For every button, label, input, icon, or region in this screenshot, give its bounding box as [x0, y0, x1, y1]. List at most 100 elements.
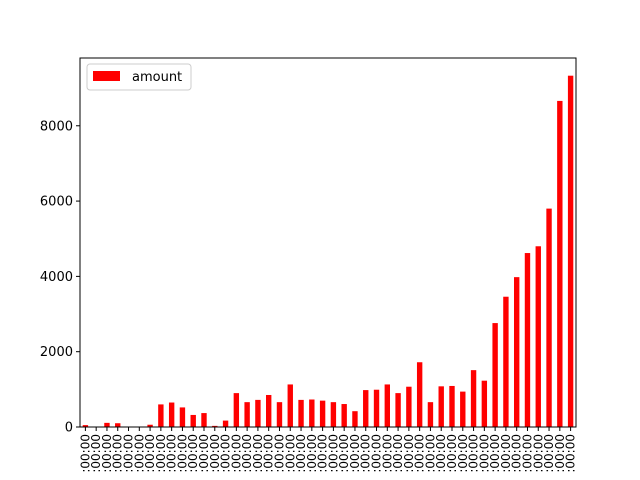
x-tick-label: :00:00 [305, 434, 319, 473]
x-tick-label: :00:00 [78, 434, 92, 473]
bar [460, 391, 466, 427]
bar [557, 100, 563, 428]
x-tick-label: :00:00 [100, 434, 114, 473]
bars [82, 75, 574, 428]
x-tick-label: :00:00 [391, 434, 405, 473]
x-tick-label: :00:00 [262, 434, 276, 473]
x-tick-label: :00:00 [531, 434, 545, 473]
x-tick-label: :00:00 [488, 434, 502, 473]
y-tick-label: 8000 [40, 119, 73, 134]
bar [201, 413, 207, 427]
x-tick-label: :00:00 [175, 434, 189, 473]
bar [158, 404, 164, 427]
bar [427, 402, 434, 427]
x-tick-label: :00:00 [348, 434, 362, 473]
x-tick-label: :00:00 [467, 434, 481, 473]
bar [524, 253, 531, 427]
x-tick-label: :00:00 [542, 434, 556, 473]
bar [438, 386, 444, 427]
bar [276, 402, 283, 427]
x-tick-label: :00:00 [165, 434, 179, 473]
x-tick-label: :00:00 [510, 434, 524, 473]
bar [384, 384, 390, 427]
x-tick-label: :00:00 [359, 434, 373, 473]
bar [82, 425, 89, 427]
x-tick-label: :00:00 [143, 434, 157, 473]
x-tick-label: :00:00 [240, 434, 254, 473]
x-tick-label: :00:00 [337, 434, 351, 473]
x-tick-label: :00:00 [229, 434, 243, 473]
y-axis: 0 2000 4000 6000 8000 [40, 119, 80, 436]
x-tick-label: :00:00 [316, 434, 330, 473]
bar [233, 393, 240, 427]
bar [546, 208, 552, 427]
bar [168, 402, 175, 427]
x-tick-label: :00:00 [380, 434, 394, 473]
x-tick-label: :00:00 [413, 434, 427, 473]
bar [341, 404, 347, 427]
x-tick-label: :00:00 [283, 434, 297, 473]
y-tick-label: 2000 [40, 345, 73, 360]
bar [352, 411, 358, 427]
x-tick-label: :00:00 [445, 434, 459, 473]
x-tick-label: :00:00 [564, 434, 578, 473]
x-tick-label: :00:00 [154, 434, 168, 473]
bar [190, 414, 196, 427]
bar [363, 390, 369, 427]
x-tick-label: :00:00 [197, 434, 211, 473]
bar [104, 422, 110, 427]
legend-box [86, 63, 192, 91]
bar [514, 277, 520, 427]
y-tick-label: 6000 [40, 195, 73, 210]
plot-frame [79, 57, 577, 428]
bar [212, 425, 218, 427]
legend: amount [86, 63, 192, 91]
x-tick-label: :00:00 [122, 434, 136, 473]
bar [287, 384, 293, 427]
x-tick-label: :00:00 [272, 434, 286, 473]
bar [222, 420, 229, 427]
x-tick-label: :00:00 [251, 434, 265, 473]
x-tick-label: :00:00 [208, 434, 222, 473]
bar [470, 370, 477, 427]
x-tick-label: :00:00 [326, 434, 340, 473]
bar [481, 380, 488, 427]
bar [244, 402, 250, 427]
x-tick-label: :00:00 [294, 434, 308, 473]
x-tick-label: :00:00 [370, 434, 384, 473]
bar [535, 246, 541, 427]
bar [309, 399, 315, 427]
bar [298, 399, 304, 427]
bar [255, 399, 261, 427]
y-tick-label: 0 [65, 421, 73, 436]
bar [266, 394, 272, 427]
bar [503, 296, 509, 427]
x-axis: :00:00:00:00:00:00:00:00:00:00:00:00:00:… [78, 427, 578, 473]
bar [319, 400, 326, 427]
bar [147, 424, 153, 427]
x-tick-label: :00:00 [132, 434, 146, 473]
legend-swatch [93, 71, 120, 81]
x-tick-label: :00:00 [553, 434, 567, 473]
bar [567, 75, 574, 427]
y-tick-label: 4000 [40, 270, 73, 285]
x-tick-label: :00:00 [499, 434, 513, 473]
x-tick-label: :00:00 [423, 434, 437, 473]
bar [449, 385, 455, 427]
x-tick-label: :00:00 [456, 434, 470, 473]
x-tick-label: :00:00 [477, 434, 491, 473]
legend-label: amount [132, 70, 182, 85]
bar [373, 389, 380, 427]
bar [416, 362, 423, 427]
x-tick-label: :00:00 [219, 434, 233, 473]
bar [330, 402, 337, 427]
bar [115, 423, 121, 427]
x-tick-label: :00:00 [89, 434, 103, 473]
x-tick-label: :00:00 [402, 434, 416, 473]
x-tick-label: :00:00 [520, 434, 534, 473]
x-tick-label: :00:00 [186, 434, 200, 473]
x-tick-label: :00:00 [434, 434, 448, 473]
bar [395, 393, 401, 427]
x-tick-label: :00:00 [111, 434, 125, 473]
